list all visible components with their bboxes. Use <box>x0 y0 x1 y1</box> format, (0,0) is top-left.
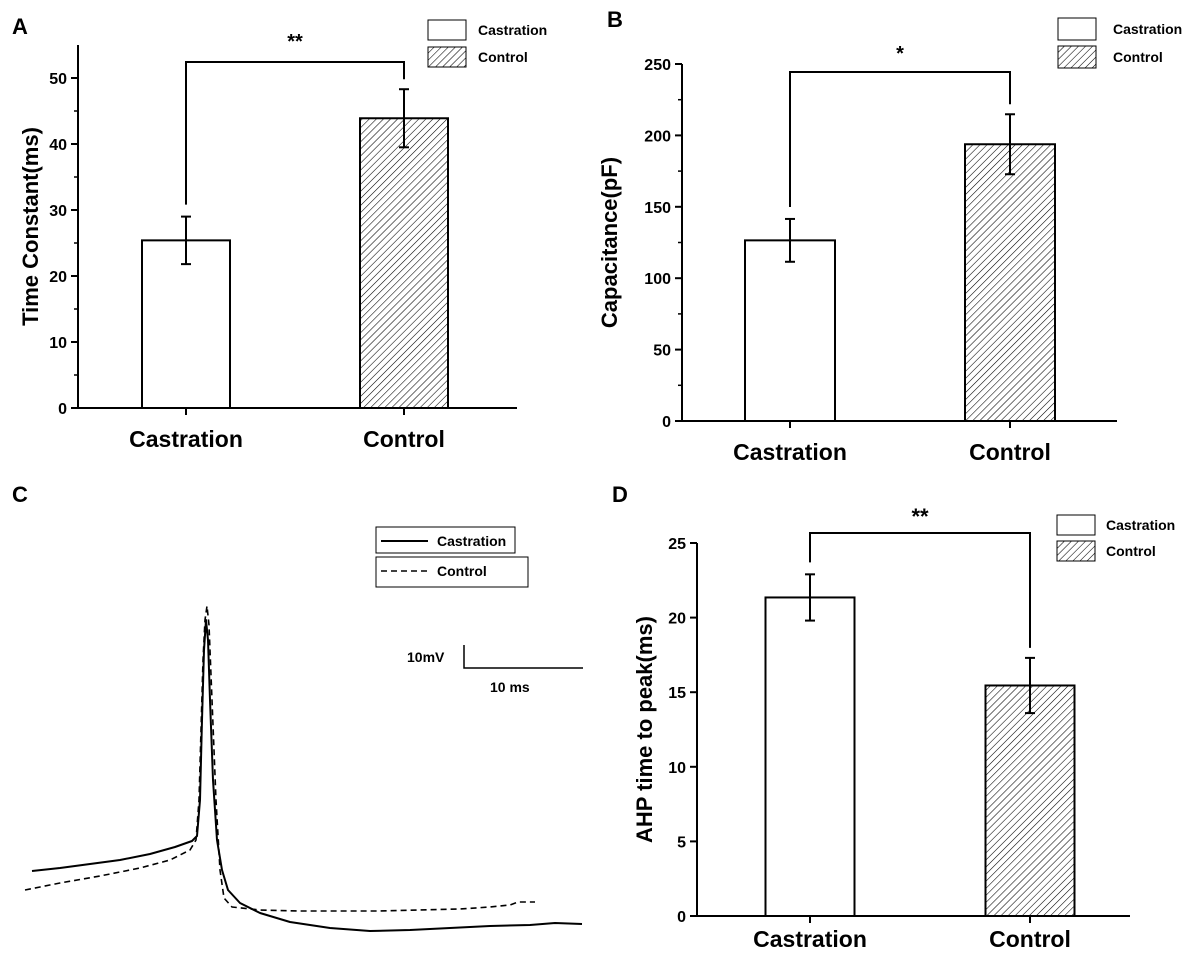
bar-castration <box>744 239 836 422</box>
bar-control <box>984 684 1076 918</box>
panel-letter-b: B <box>607 7 623 32</box>
y-tick-label: 25 <box>668 536 686 553</box>
y-tick-label: 20 <box>668 611 686 628</box>
bar-chart-capacitance: 0 50 100 150 200 250 Capacitance(pF) Castration… <box>597 17 1182 465</box>
y-tick-label: 0 <box>58 401 67 418</box>
trace-castration <box>31 619 583 932</box>
significance-bracket <box>185 61 405 205</box>
legend-label-control: Control <box>1113 49 1163 65</box>
y-tick-label: 50 <box>49 71 67 88</box>
scale-bar-time-label: 10 ms <box>490 679 530 695</box>
y-tick-label: 40 <box>49 137 67 154</box>
bar-control <box>964 143 1056 422</box>
legend-swatch-control <box>427 46 467 68</box>
significance-bracket <box>789 71 1011 207</box>
y-tick-label: 10 <box>668 760 686 777</box>
legend-label-control: Control <box>1106 543 1156 559</box>
legend-label-castration: Castration <box>437 533 506 549</box>
legend-box-control <box>375 556 529 588</box>
y-tick-label: 200 <box>644 128 671 145</box>
panel-letter-c: C <box>12 482 28 507</box>
legend-swatch-castration <box>1057 17 1097 41</box>
y-tick-label: 5 <box>677 834 686 851</box>
significance-marker: ** <box>287 31 303 53</box>
significance-bracket <box>809 532 1031 648</box>
trace-control <box>24 605 535 912</box>
legend-label-castration: Castration <box>1106 517 1175 533</box>
x-tick-label: Castration <box>129 426 243 452</box>
y-tick-label: 0 <box>677 909 686 926</box>
panel-letter-a: A <box>12 14 28 39</box>
significance-marker: * <box>896 43 904 65</box>
y-tick-label: 100 <box>644 271 671 288</box>
legend-swatch-control <box>1057 45 1097 69</box>
x-tick-label: Control <box>363 426 445 452</box>
bar-castration <box>141 239 231 409</box>
bar-chart-ahp-time-to-peak: 0 5 10 15 20 25 AHP time to peak(ms) Castration… <box>632 504 1175 952</box>
legend-label-control: Control <box>437 563 487 579</box>
bar-chart-time-constant: 0 10 20 30 40 50 Time Constant(ms) Castration Co… <box>18 19 547 452</box>
legend-label-castration: Castration <box>478 22 547 38</box>
y-tick-label: 150 <box>644 200 671 217</box>
y-tick-label: 30 <box>49 203 67 220</box>
y-tick-label: 0 <box>662 414 671 431</box>
x-tick-label: Control <box>969 439 1051 465</box>
scale-bar-voltage-label: 10mV <box>407 649 445 665</box>
y-tick-label: 10 <box>49 335 67 352</box>
panel-letter-d: D <box>612 482 628 507</box>
legend-swatch-castration <box>427 19 467 41</box>
y-tick-label: 250 <box>644 57 671 74</box>
y-tick-label: 20 <box>49 269 67 286</box>
scale-bar <box>463 645 583 669</box>
legend-label-castration: Castration <box>1113 21 1182 37</box>
x-tick-label: Castration <box>753 926 867 952</box>
y-axis-label: AHP time to peak(ms) <box>632 616 657 843</box>
y-tick-label: 50 <box>653 343 671 360</box>
legend-swatch-castration <box>1056 514 1096 536</box>
x-tick-label: Castration <box>733 439 847 465</box>
significance-marker: ** <box>911 504 929 529</box>
bar-castration <box>764 596 856 917</box>
legend-swatch-control <box>1056 540 1096 562</box>
x-tick-label: Control <box>989 926 1071 952</box>
y-axis-label: Capacitance(pF) <box>597 157 622 328</box>
y-tick-label: 15 <box>668 685 686 702</box>
y-axis-label: Time Constant(ms) <box>18 127 43 326</box>
trace-plot-action-potential: Castration Control 10mV 10 ms <box>24 526 583 932</box>
bar-control <box>359 117 449 409</box>
legend-label-control: Control <box>478 49 528 65</box>
